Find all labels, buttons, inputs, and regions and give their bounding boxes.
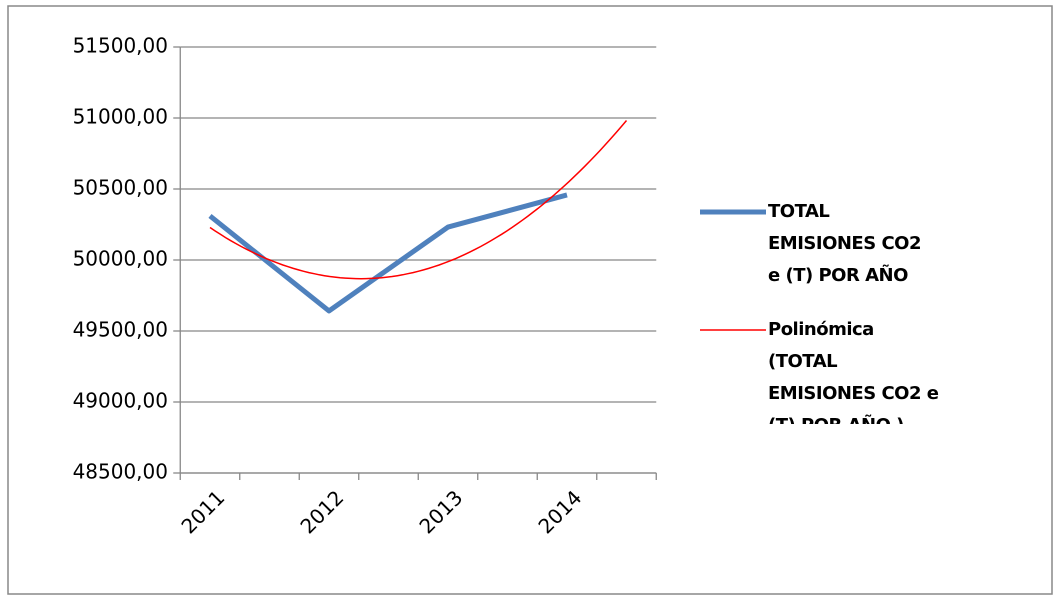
y-tick-label: 50500,00 xyxy=(73,176,168,200)
legend-entry: Polinómica (TOTAL EMISIONES CO2 e (T) PO… xyxy=(768,319,939,424)
data-line xyxy=(208,192,568,314)
y-tick-label: 49000,00 xyxy=(73,389,168,413)
trend-line xyxy=(209,120,628,280)
legend-entry: TOTAL EMISIONES CO2 e (T) POR AÑO xyxy=(768,201,922,286)
y-tick-label: 51500,00 xyxy=(73,34,168,58)
legend-label: Polinómica (TOTAL EMISIONES CO2 e (T) PO… xyxy=(768,319,939,424)
legend-label: TOTAL EMISIONES CO2 e (T) POR AÑO xyxy=(768,201,922,286)
y-tick-label: 49500,00 xyxy=(73,318,168,342)
chart-frame xyxy=(7,5,1053,595)
y-tick-label: 51000,00 xyxy=(73,105,168,129)
y-tick-label: 50000,00 xyxy=(73,247,168,271)
y-tick-label: 48500,00 xyxy=(73,460,168,484)
